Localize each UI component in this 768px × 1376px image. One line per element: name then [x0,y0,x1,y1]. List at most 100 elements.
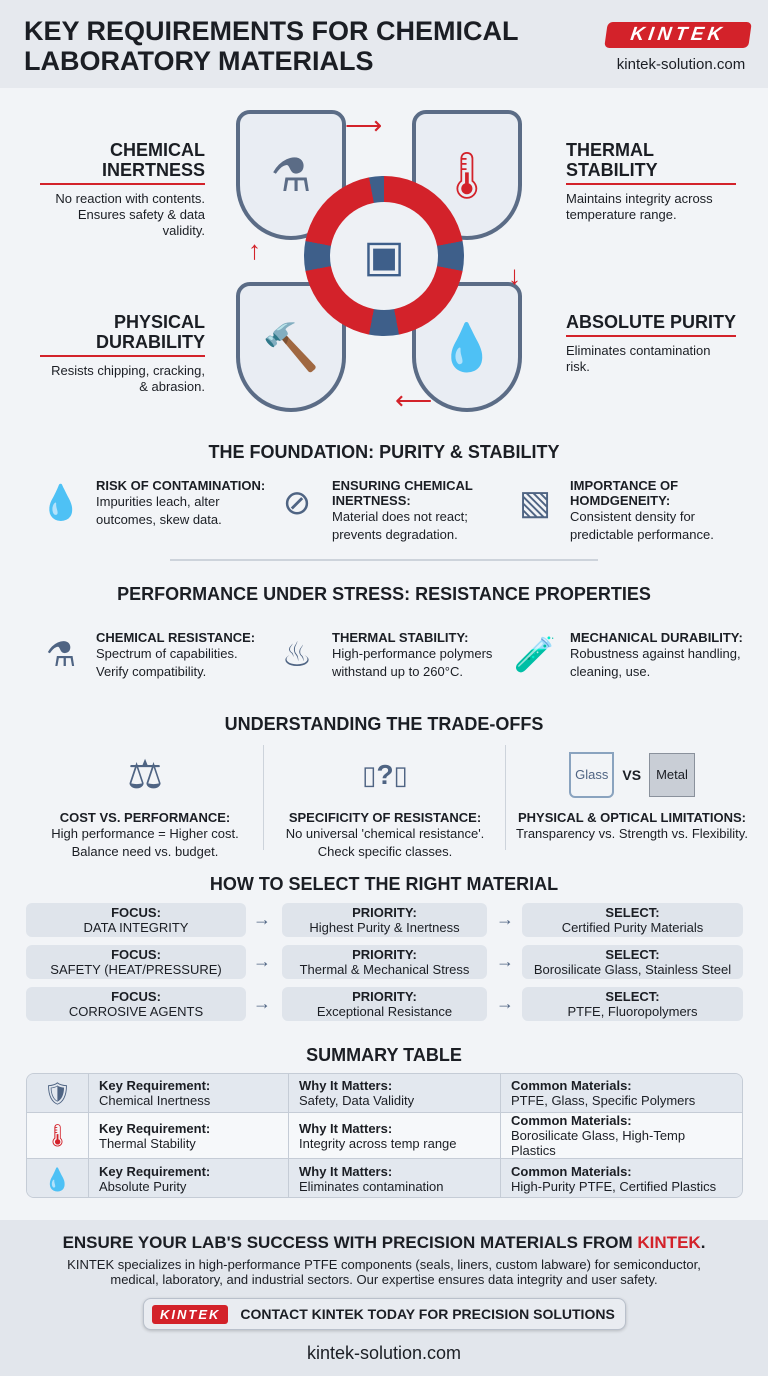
performance-heading: PERFORMANCE UNDER STRESS: RESISTANCE PRO… [117,584,651,604]
select-select-cell: SELECT: Borosilicate Glass, Stainless Ste… [522,945,743,979]
tradeoff-item: Glass VS Metal PHYSICAL & OPTICAL LIMITATIO… [512,740,752,843]
footer-text: KINTEK specializes in high-performance P… [67,1257,701,1287]
item-title: IMPORTANCE OF HOMDGENEITY: [570,478,679,508]
cell-value: Safety, Data Validity [299,1093,415,1108]
item-desc: Transparency vs. Strength vs. Flexibilit… [516,826,748,841]
header-website[interactable]: kintek-solution.com [616,56,746,73]
requirement-desc: No reaction with contents. Ensures safet… [55,191,205,238]
contact-button[interactable]: KINTEK CONTACT KINTEK TODAY FOR PRECISION… [143,1298,626,1330]
item-desc: Spectrum of capabilities. Verify compati… [96,646,238,679]
requirement-title: PHYSICAL DURABILITY [96,312,205,352]
requirement-title: THERMAL STABILITY [566,140,658,180]
cell-label: FOCUS: [111,905,161,920]
requirement-title: ABSOLUTE PURITY [566,312,737,332]
arrow-right-icon: → [496,951,514,971]
safe-icon: ▣ [330,202,438,310]
contamination-droplet-icon: 💧 [39,484,83,522]
arrow-right-icon: → [253,909,271,929]
cell-label: Key Requirement: [99,1120,211,1136]
cell-label: Common Materials: [511,1113,632,1128]
divider [170,559,598,561]
flask-prohibited-icon: ⊘ [282,484,312,522]
foundation-item: ⊘ ENSURING CHEMICAL INERTNESS: Material do… [272,478,502,544]
heat-lamp-icon: ♨ [281,636,313,674]
arrow-icon: ⟵ [395,385,433,415]
contact-label: CONTACT KINTEK TODAY FOR PRECISION SOLUT… [240,1306,615,1322]
cell-label: Why It Matters: [299,1164,393,1179]
item-title: COST VS. PERFORMANCE: [59,810,231,825]
cell-value: Chemical Inertness [99,1093,211,1108]
table-row: 💧 Key Requirement: Absolute Purity Why It M… [27,1159,742,1197]
cell-label: PRIORITY: [352,989,417,1004]
item-title: RISK OF CONTAMINATION: [96,478,266,493]
cell-value: Certified Purity Materials [561,920,704,935]
select-focus-cell: FOCUS: DATA INTEGRITY [26,903,246,937]
item-desc: No universal 'chemical resistance'. Chec… [285,826,485,859]
requirement-chemical-inertness: CHEMICAL INERTNESS No reaction with conte… [40,140,205,239]
cell-value: Absolute Purity [99,1179,187,1194]
droplet-icon: 💧 [27,1159,89,1197]
summary-table: 🛡 Key Requirement: Chemical Inertness Why I… [26,1073,743,1198]
cell-value: Thermal Stability [99,1135,196,1151]
cell-label: FOCUS: [111,947,161,962]
cell-label: Common Materials: [511,1164,632,1179]
footer-heading: ENSURE YOUR LAB'S SUCCESS WITH PRECISION… [62,1233,706,1252]
item-desc: Robustness against handling, cleaning, u… [570,646,741,679]
select-priority-cell: PRIORITY: Thermal & Mechanical Stress [282,945,487,979]
cell-label: PRIORITY: [352,905,417,920]
arrow-icon: ↑ [248,235,261,265]
tradeoff-item: ▯?▯ SPECIFICITY OF RESISTANCE: No universa… [270,740,500,861]
footer-website[interactable]: kintek-solution.com [306,1343,462,1363]
arrow-icon: ⟶ [345,110,383,140]
glass-vs-metal-icon: Glass VS Metal [512,740,752,810]
cell-value: DATA INTEGRITY [83,920,189,935]
item-desc: Impurities leach, alter outcomes, skew d… [96,494,222,527]
requirement-thermal-stability: THERMAL STABILITY Maintains integrity acr… [566,140,736,223]
select-priority-cell: PRIORITY: Highest Purity & Inertness [282,903,487,937]
item-desc: Consistent density for predictable perfo… [570,509,714,542]
divider [505,745,506,850]
cell-value: Borosilicate Glass, Stainless Steel [533,962,732,977]
select-focus-cell: FOCUS: SAFETY (HEAT/PRESSURE) [26,945,246,979]
cell-label: Key Requirement: [99,1164,211,1179]
item-title: CHEMICAL RESISTANCE: [96,630,256,645]
item-desc: Material does not react; prevents degrad… [332,509,468,542]
kintek-logo[interactable]: KINTEK [604,22,752,48]
arrow-right-icon: → [496,909,514,929]
arrow-right-icon: → [253,951,271,971]
cell-label: Why It Matters: [299,1120,393,1136]
table-row: 🛡 Key Requirement: Chemical Inertness Why I… [27,1074,742,1113]
select-priority-cell: PRIORITY: Exceptional Resistance [282,987,487,1021]
item-title: SPECIFICITY OF RESISTANCE: [288,810,482,825]
item-title: PHYSICAL & OPTICAL LIMITATIONS: [518,810,746,825]
item-desc: High performance = Higher cost. Balance … [51,826,239,859]
cell-label: Key Requirement: [99,1078,211,1093]
performance-item: ♨ THERMAL STABILITY: High-performance poly… [272,630,502,681]
requirement-desc: Resists chipping, cracking, & abrasion. [51,363,205,394]
select-select-cell: SELECT: Certified Purity Materials [522,903,743,937]
cell-label: Why It Matters: [299,1078,393,1093]
cell-value: Eliminates contamination [299,1179,444,1194]
cell-value: Highest Purity & Inertness [309,920,460,935]
foundation-item: 💧 RISK OF CONTAMINATION: Impurities leach,… [36,478,266,529]
divider [263,745,264,850]
beaker-pouring-icon: ⚗ [45,636,77,674]
item-title: THERMAL STABILITY: [332,630,469,645]
tradeoff-item: ⚖ COST VS. PERFORMANCE: High performance =… [30,740,260,861]
requirement-physical-durability: PHYSICAL DURABILITY Resists chipping, cra… [40,312,205,395]
cell-label: SELECT: [605,947,660,962]
cell-value: Integrity across temp range [299,1135,457,1151]
table-row: 🌡 Key Requirement: Thermal Stability Why It… [27,1113,742,1159]
cube-icon: ▧ [518,484,552,522]
cell-value: High-Purity PTFE, Certified Plastics [511,1179,717,1194]
select-select-cell: SELECT: PTFE, Fluoropolymers [522,987,743,1021]
cell-label: Common Materials: [511,1078,632,1093]
cell-value: PTFE, Fluoropolymers [567,1004,698,1019]
arrow-right-icon: → [496,993,514,1013]
foundation-heading: THE FOUNDATION: PURITY & STABILITY [208,442,560,462]
cell-label: SELECT: [605,989,660,1004]
requirement-absolute-purity: ABSOLUTE PURITY Eliminates contamination … [566,312,736,375]
thermometer-icon: 🌡 [27,1113,89,1158]
page-title: KEY REQUIREMENTS FOR CHEMICAL LABORATORY… [24,16,519,76]
cell-value: SAFETY (HEAT/PRESSURE) [50,962,222,977]
